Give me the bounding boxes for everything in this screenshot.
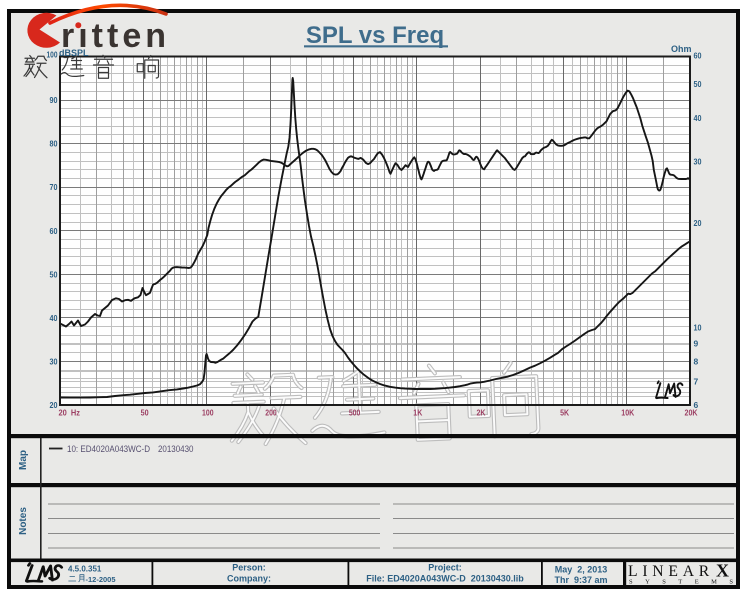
- svg-text:9: 9: [694, 339, 699, 349]
- svg-text:20K: 20K: [685, 408, 699, 418]
- svg-text:-12-2005: -12-2005: [86, 575, 116, 584]
- svg-text:20 Hz: 20 Hz: [59, 408, 81, 418]
- svg-text:70: 70: [50, 182, 58, 192]
- svg-text:60: 60: [694, 51, 702, 61]
- svg-text:May 2, 2013: May 2, 2013: [555, 565, 608, 575]
- svg-text:X: X: [716, 561, 729, 581]
- svg-text:Notes: Notes: [18, 507, 29, 535]
- svg-text:40: 40: [50, 313, 58, 323]
- svg-text:Company:: Company:: [227, 574, 271, 584]
- svg-text:30: 30: [50, 356, 58, 366]
- svg-text:2K: 2K: [477, 408, 487, 418]
- svg-text:10: ED4020A043WC-D: 10: ED4020A043WC-D: [67, 444, 150, 454]
- svg-text:100: 100: [202, 408, 214, 418]
- svg-text:Project:: Project:: [428, 563, 462, 573]
- svg-text:200: 200: [265, 408, 277, 418]
- svg-text:40: 40: [694, 113, 702, 123]
- svg-text:10: 10: [694, 323, 702, 333]
- svg-text:LINEAR: LINEAR: [628, 563, 714, 580]
- svg-text:Thr 9:37 am: Thr 9:37 am: [554, 575, 607, 585]
- svg-text:4.5.0.351: 4.5.0.351: [68, 565, 102, 574]
- svg-text:8: 8: [694, 357, 699, 367]
- svg-text:500: 500: [349, 408, 361, 418]
- svg-text:10K: 10K: [621, 408, 635, 418]
- svg-text:Ohm: Ohm: [671, 44, 692, 54]
- svg-text:50: 50: [141, 408, 149, 418]
- svg-text:30: 30: [694, 156, 702, 166]
- svg-text:80: 80: [50, 139, 58, 149]
- svg-text:6: 6: [694, 400, 699, 410]
- svg-text:20130430: 20130430: [158, 444, 194, 454]
- svg-text:1K: 1K: [413, 408, 423, 418]
- svg-text:File: ED4020A043WC-D 20130430: File: ED4020A043WC-D 20130430.lib: [366, 574, 524, 584]
- svg-text:SYSTEMS: SYSTEMS: [629, 579, 733, 586]
- svg-text:60: 60: [50, 226, 58, 236]
- svg-text:20: 20: [694, 218, 702, 228]
- svg-text:20: 20: [50, 400, 58, 410]
- svg-text:Map: Map: [18, 450, 29, 470]
- svg-text:SPL vs Freq: SPL vs Freq: [306, 22, 444, 49]
- svg-text:Person:: Person:: [232, 563, 266, 573]
- svg-text:90: 90: [50, 95, 58, 105]
- svg-text:7: 7: [694, 377, 699, 387]
- svg-text:5K: 5K: [560, 408, 570, 418]
- svg-text:50: 50: [694, 79, 702, 89]
- svg-text:100: 100: [47, 50, 58, 60]
- svg-text:dBSPL: dBSPL: [59, 48, 89, 58]
- svg-text:50: 50: [50, 269, 58, 279]
